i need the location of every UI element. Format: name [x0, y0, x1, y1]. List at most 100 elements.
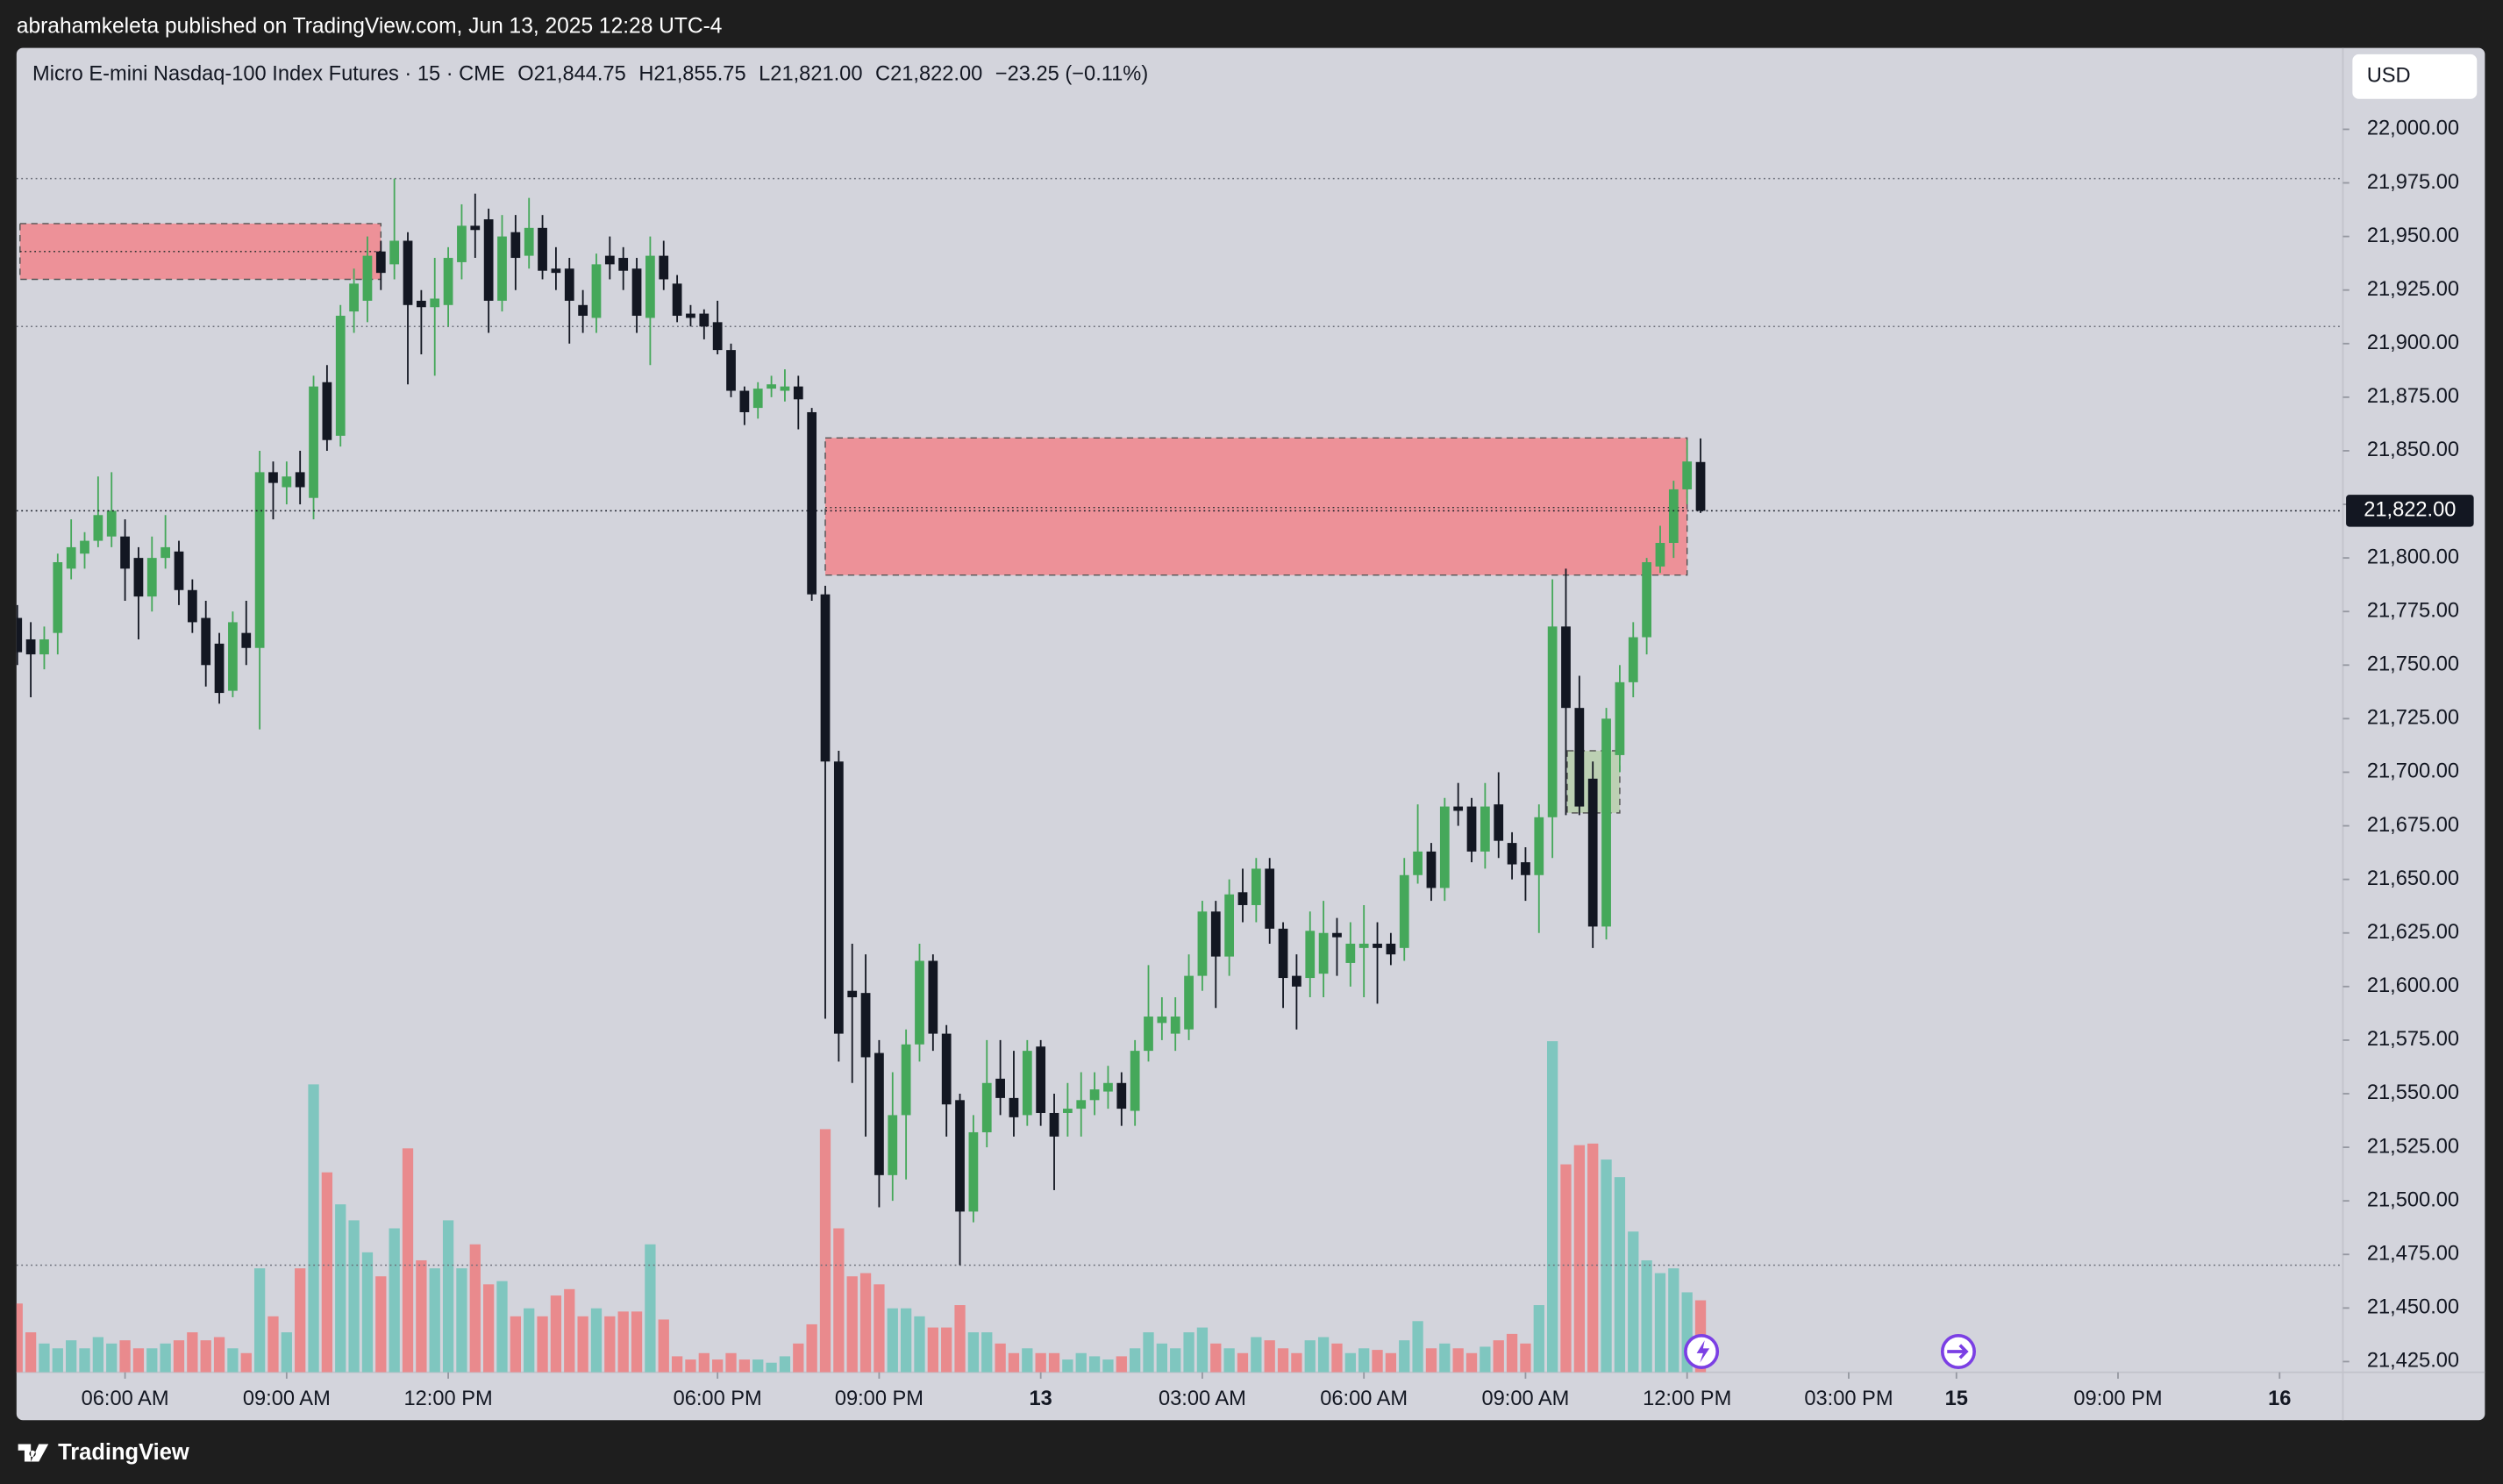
volume-bar: [510, 1316, 521, 1373]
volume-bar: [1480, 1346, 1491, 1373]
volume-bar: [833, 1228, 845, 1373]
volume-bar: [900, 1308, 912, 1373]
y-tick-label: 21,425.00: [2367, 1350, 2459, 1373]
candle-body: [1413, 851, 1423, 875]
candle-body: [416, 300, 426, 308]
candle-body: [174, 551, 184, 590]
candle-body: [1332, 932, 1342, 938]
currency-button[interactable]: [2352, 54, 2478, 99]
volume-bar: [617, 1311, 629, 1373]
volume-bar: [240, 1352, 252, 1373]
candle-body: [1615, 681, 1625, 755]
volume-bar: [1546, 1041, 1558, 1373]
x-tick-label: 15: [1945, 1388, 1968, 1410]
candle-body: [160, 546, 171, 559]
volume-bar: [496, 1281, 508, 1373]
candle-body: [564, 268, 574, 301]
volume-bar: [483, 1284, 495, 1373]
candle-body: [1170, 1017, 1180, 1034]
volume-bar: [577, 1316, 588, 1373]
volume-bar: [1465, 1352, 1478, 1373]
volume-bar: [1614, 1177, 1626, 1373]
candle-body: [941, 1033, 952, 1105]
candle-body: [1089, 1089, 1100, 1101]
candle-body: [1682, 461, 1693, 489]
candle-body: [645, 255, 655, 318]
y-tick-label: 21,600.00: [2367, 974, 2459, 997]
volume-bar: [859, 1273, 872, 1373]
volume-bar: [146, 1348, 158, 1373]
candle-body: [981, 1082, 992, 1132]
candle-body: [1507, 843, 1517, 865]
volume-bar: [846, 1276, 858, 1373]
volume-bar: [160, 1343, 171, 1373]
chart-panel: [16, 47, 2485, 1421]
candle-body: [538, 227, 547, 271]
candle-body: [1022, 1051, 1032, 1116]
event-icon[interactable]: [1940, 1333, 1976, 1370]
volume-bar: [1506, 1333, 1518, 1373]
volume-bar: [1022, 1348, 1033, 1373]
candle-body: [1103, 1082, 1113, 1092]
candle-body: [1574, 708, 1585, 807]
volume-bar: [1344, 1352, 1356, 1373]
volume-bar: [1587, 1143, 1599, 1373]
candle-body: [228, 622, 238, 691]
x-tick-label: 06:00 PM: [674, 1388, 762, 1410]
volume-bar: [914, 1316, 925, 1373]
y-tick-label: 21,500.00: [2367, 1188, 2459, 1211]
x-tick-label: 09:00 PM: [2073, 1388, 2162, 1410]
candle-body: [1265, 868, 1275, 929]
volume-bar: [738, 1359, 751, 1373]
candle-body: [1144, 1017, 1153, 1052]
volume-bar: [79, 1348, 90, 1373]
volume-bar: [1223, 1348, 1235, 1373]
volume-bar: [631, 1311, 643, 1373]
volume-bar: [1251, 1337, 1262, 1373]
volume-bar: [658, 1319, 669, 1373]
volume-bar: [1573, 1145, 1585, 1373]
candle-body: [955, 1100, 965, 1212]
candle-body: [254, 472, 265, 648]
candle-body: [133, 558, 144, 597]
volume-bar: [1088, 1356, 1101, 1373]
candle-body: [686, 313, 695, 318]
volume-bar: [281, 1332, 292, 1373]
symbol: Micro E-mini Nasdaq-100 Index Futures · …: [32, 63, 505, 86]
volume-bar: [1291, 1352, 1302, 1373]
volume-bar: [1075, 1352, 1087, 1373]
candle-body: [1157, 1017, 1167, 1024]
volume-bar: [1452, 1348, 1464, 1373]
candle-body: [1668, 489, 1679, 544]
candle-body: [1036, 1046, 1046, 1113]
candle-body: [618, 258, 629, 271]
candle-body: [752, 389, 763, 409]
y-tick-label: 21,475.00: [2367, 1243, 2459, 1266]
volume-bar: [793, 1343, 804, 1373]
volume-bar: [16, 1303, 23, 1373]
volume-bar: [1183, 1332, 1194, 1373]
volume-bar: [92, 1337, 104, 1373]
candle-body: [1373, 943, 1382, 948]
candle-body: [874, 1052, 884, 1175]
candle-body: [1009, 1097, 1019, 1117]
y-tick-label: 21,650.00: [2367, 867, 2459, 890]
candle-body: [604, 255, 615, 265]
y-tick-label: 21,950.00: [2367, 225, 2459, 247]
volume-bar: [1170, 1348, 1181, 1373]
x-tick-label: 13: [1030, 1388, 1052, 1410]
volume-bar: [537, 1316, 548, 1373]
volume-bar: [1385, 1352, 1397, 1373]
volume-bar: [187, 1332, 198, 1373]
candle-body: [1224, 894, 1235, 957]
y-tick-label: 21,750.00: [2367, 653, 2459, 676]
volume-bar: [308, 1084, 319, 1373]
volume-bar: [469, 1244, 481, 1373]
candle-body: [578, 304, 588, 317]
volume-bar: [1102, 1359, 1114, 1373]
change: −23.25 (−0.11%): [995, 63, 1148, 86]
volume-bar: [1412, 1321, 1423, 1373]
currency[interactable]: USD: [2367, 65, 2411, 88]
volume-bar: [806, 1323, 817, 1373]
event-icon[interactable]: [1684, 1333, 1720, 1370]
